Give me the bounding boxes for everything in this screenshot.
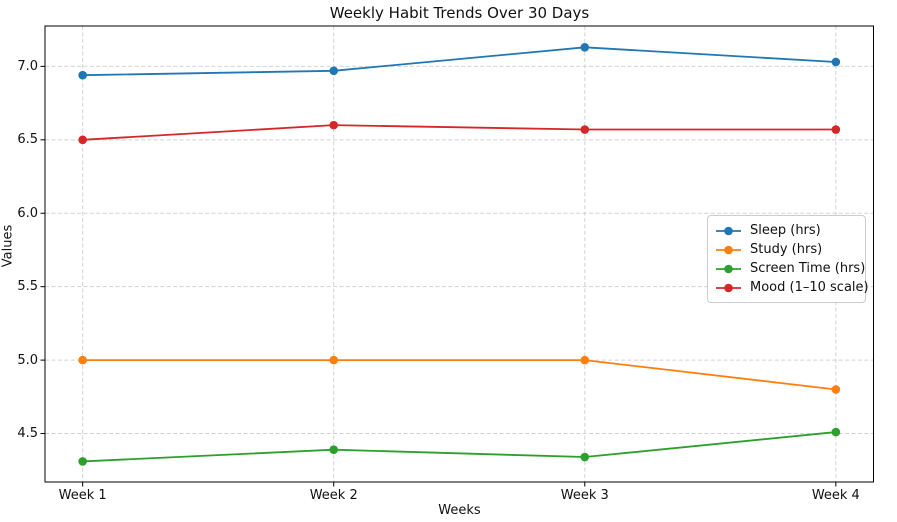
data-point-marker xyxy=(580,452,590,462)
data-point-marker xyxy=(580,355,590,365)
legend-label: Study (hrs) xyxy=(750,242,823,257)
x-tick-label: Week 3 xyxy=(560,488,609,503)
data-point-marker xyxy=(831,385,841,394)
data-point-marker xyxy=(580,125,590,134)
data-point-marker xyxy=(831,427,841,437)
data-point-marker xyxy=(78,355,87,365)
data-point-marker xyxy=(580,42,590,52)
legend-label: Mood (1–10 scale) xyxy=(750,280,869,295)
data-point-marker xyxy=(78,457,87,466)
y-tick-label: 5.0 xyxy=(17,352,38,368)
data-point-marker xyxy=(329,445,339,454)
legend-line-marker-icon xyxy=(716,264,741,273)
y-tick-label: 6.0 xyxy=(17,205,38,221)
data-point-marker xyxy=(329,355,339,365)
data-point-marker xyxy=(329,66,339,76)
legend-label: Sleep (hrs) xyxy=(750,223,821,238)
series-line xyxy=(81,46,837,77)
legend-label: Screen Time (hrs) xyxy=(750,261,866,276)
legend-item: Sleep (hrs) xyxy=(715,221,859,240)
y-tick-label: 4.5 xyxy=(17,426,38,442)
legend-item: Screen Time (hrs) xyxy=(715,259,865,278)
y-tick-label: 6.5 xyxy=(17,132,38,148)
legend: Sleep (hrs) Study (hrs) Screen Time (hrs) M… xyxy=(707,215,869,303)
chart-title: Weekly Habit Trends Over 30 Days xyxy=(329,4,590,22)
axes-spines xyxy=(44,25,874,483)
legend-line-marker-icon xyxy=(716,226,741,235)
data-point-marker xyxy=(831,57,841,67)
series-line xyxy=(81,124,837,141)
series-line xyxy=(81,359,837,391)
x-axis-label: Weeks xyxy=(438,503,481,518)
x-tick-label: Week 2 xyxy=(309,488,358,503)
data-point-marker xyxy=(78,70,87,80)
y-tick-label: 5.5 xyxy=(17,279,38,295)
legend-item: Study (hrs) xyxy=(715,240,859,259)
legend-line-marker-icon xyxy=(716,245,741,254)
data-point-marker xyxy=(78,135,87,145)
x-tick-label: Week 4 xyxy=(811,488,860,503)
y-tick-label: 7.0 xyxy=(17,58,38,74)
x-tick-label: Week 1 xyxy=(58,488,107,503)
legend-item: Mood (1–10 scale) xyxy=(715,278,869,297)
legend-line-marker-icon xyxy=(716,283,741,292)
data-point-marker xyxy=(329,120,339,130)
series-line xyxy=(81,431,837,463)
data-point-marker xyxy=(831,125,841,134)
